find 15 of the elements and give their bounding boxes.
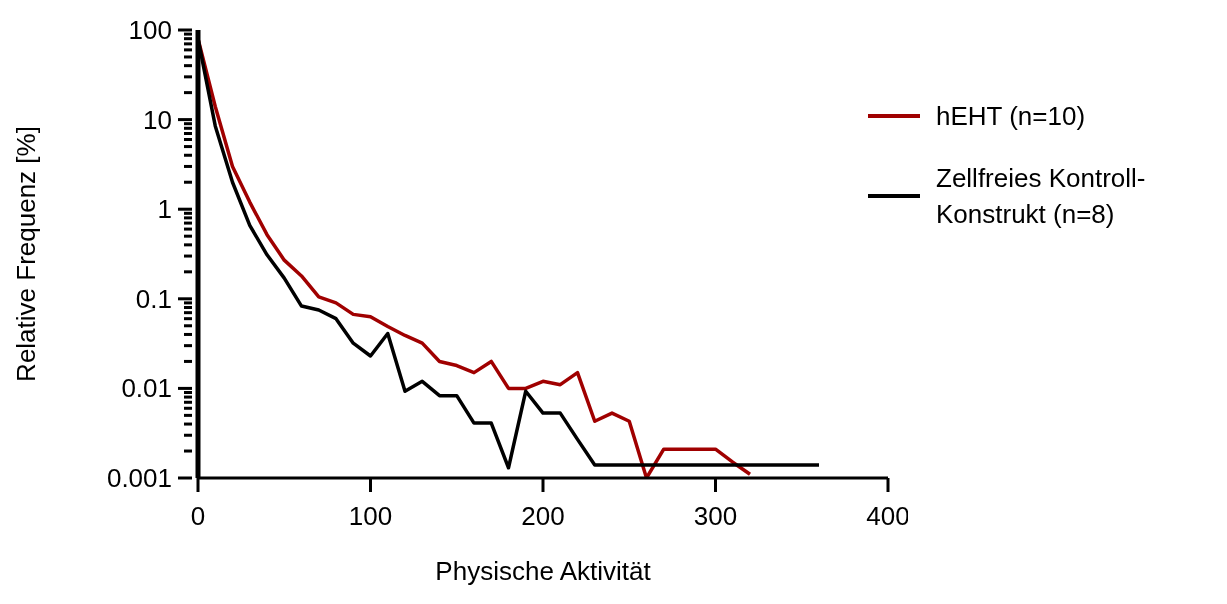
x-tick-label: 0 bbox=[190, 501, 206, 532]
x-tick-label: 300 bbox=[693, 501, 738, 532]
x-tick-label: 400 bbox=[866, 501, 910, 532]
x-tick-label: 200 bbox=[521, 501, 565, 532]
x-axis-title: Physische Aktivität bbox=[435, 556, 652, 586]
y-axis-title: Relative Frequenz [%] bbox=[11, 126, 42, 382]
legend-label: Zellfreies Kontroll-Konstrukt (n=8) bbox=[936, 162, 1147, 231]
x-tick-label: 100 bbox=[348, 501, 393, 532]
y-tick-label: 0.1 bbox=[135, 283, 172, 314]
y-tick-label: 0.01 bbox=[121, 373, 172, 404]
y-tick-label: 100 bbox=[128, 15, 172, 45]
y-tick-label: 10 bbox=[143, 104, 172, 135]
legend-label: hEHT (n=10) bbox=[936, 100, 1086, 133]
y-tick-label: 0.001 bbox=[106, 463, 172, 493]
y-tick-label: 1 bbox=[157, 194, 172, 225]
